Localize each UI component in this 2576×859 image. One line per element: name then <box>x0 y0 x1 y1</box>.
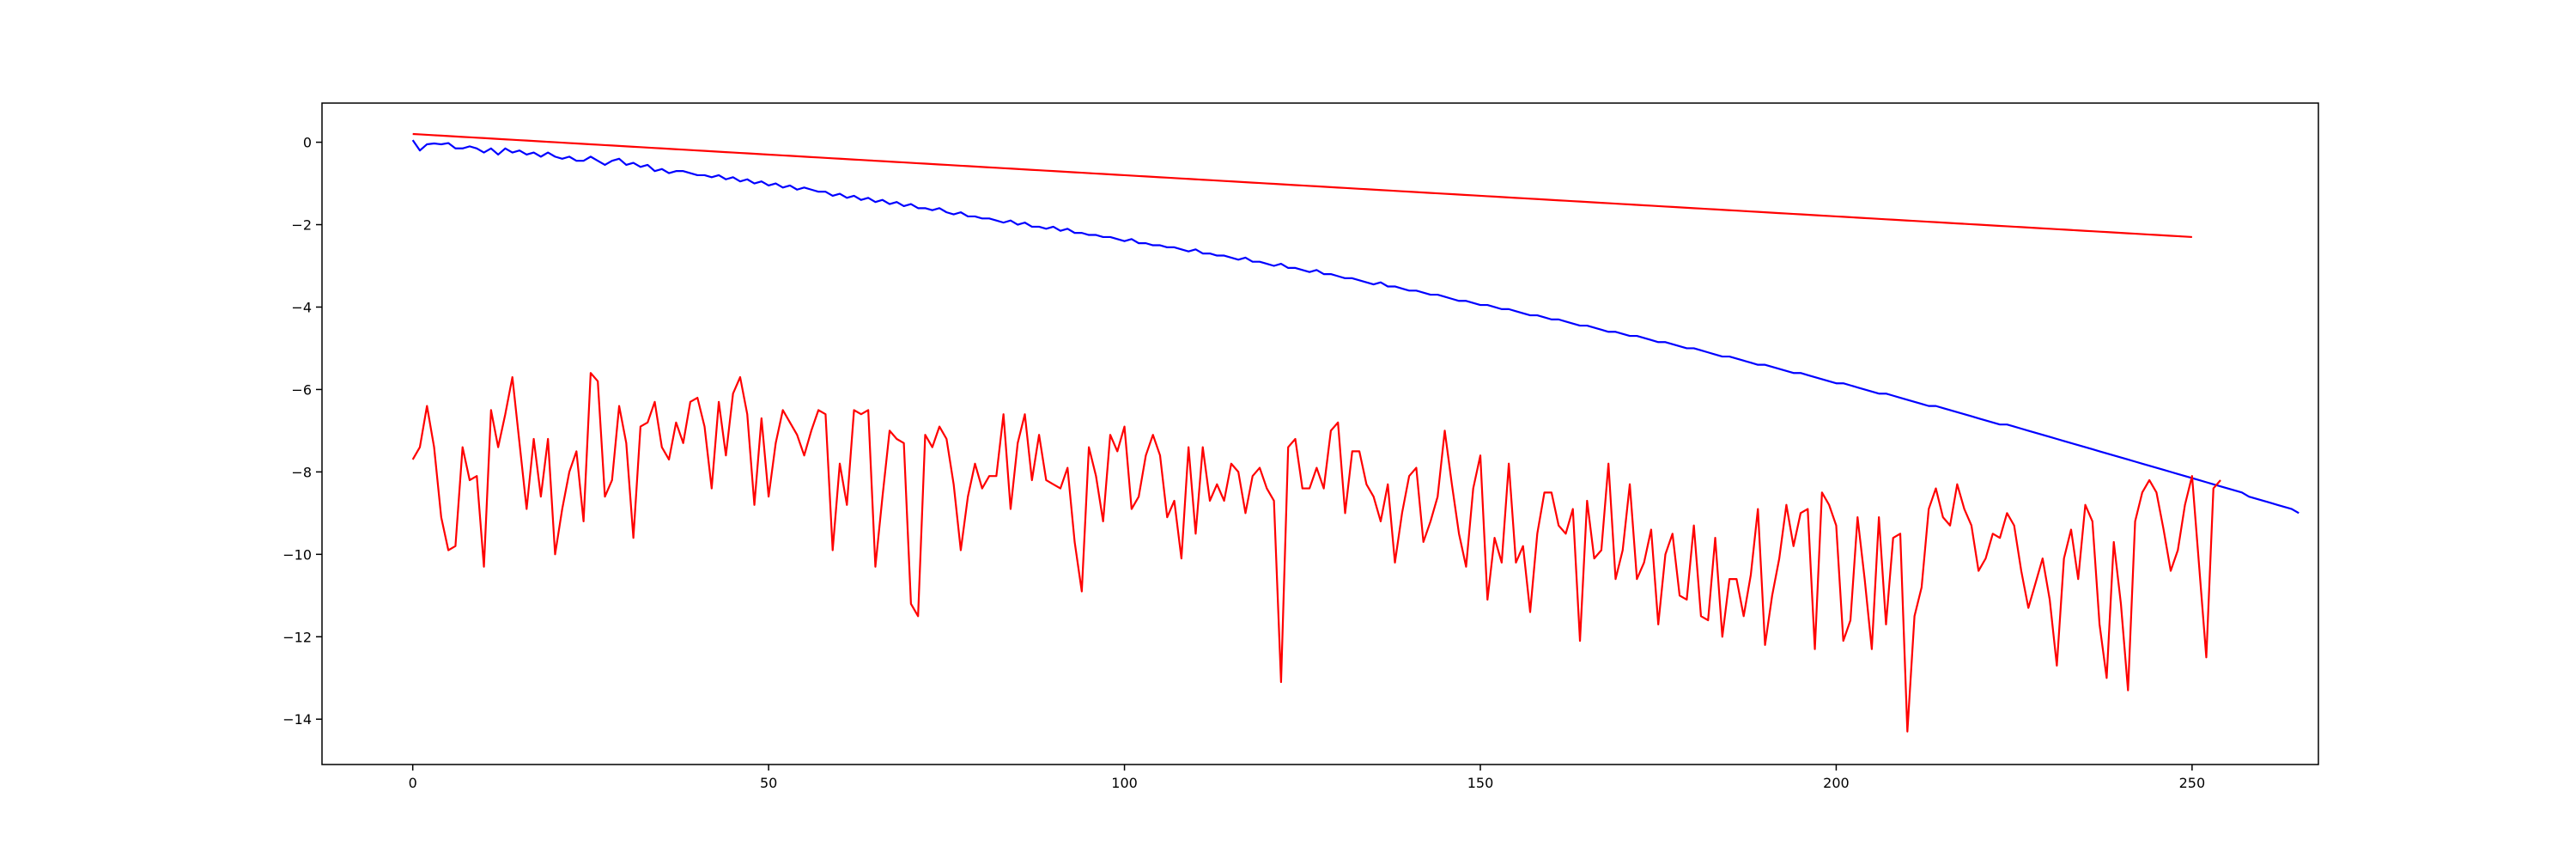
series-line-2 <box>412 132 2192 239</box>
x-tick-label: 200 <box>1823 775 1850 791</box>
y-tick-label: −14 <box>283 711 312 728</box>
y-tick-label: −8 <box>291 464 312 480</box>
series-line-3 <box>411 372 2221 733</box>
x-tick-label: 50 <box>760 775 777 791</box>
plot-frame <box>321 102 2319 765</box>
y-tick-label: −2 <box>291 217 312 234</box>
y-tick-label: −12 <box>283 629 312 645</box>
x-tick-label: 100 <box>1111 775 1138 791</box>
series-line-1 <box>411 139 2300 515</box>
y-tick-label: −4 <box>291 299 312 315</box>
x-axis: 0 50 100 150 200 250 <box>409 765 2206 791</box>
y-tick-label: −10 <box>283 546 312 563</box>
y-axis: 0 −2 −4 −6 −8 −10 −12 −14 <box>283 135 322 728</box>
x-tick-label: 250 <box>2179 775 2206 791</box>
y-tick-label: −6 <box>291 381 312 398</box>
plot-lines <box>411 132 2300 733</box>
x-tick-label: 0 <box>409 775 417 791</box>
x-tick-label: 150 <box>1467 775 1494 791</box>
y-tick-label: 0 <box>303 135 312 151</box>
